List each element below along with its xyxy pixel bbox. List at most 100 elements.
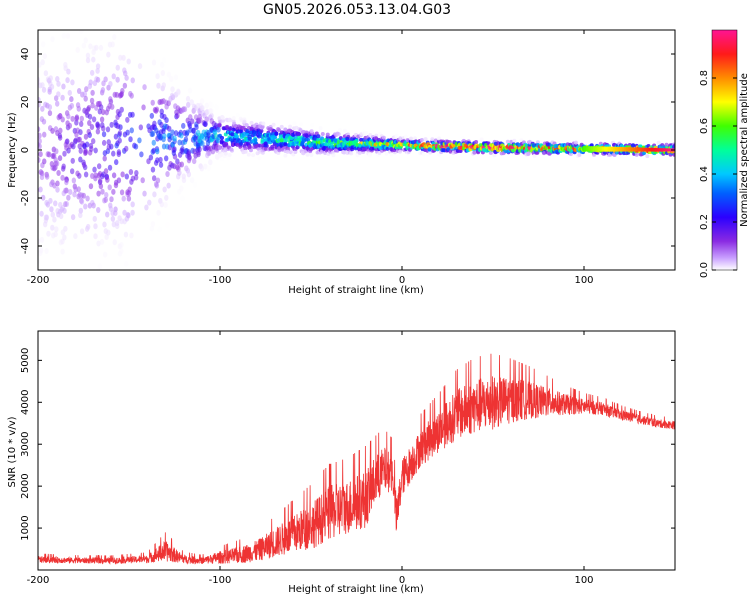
spectral-point — [60, 174, 65, 181]
spectral-point — [271, 122, 276, 127]
figure-title: GN05.2026.053.13.04.G03 — [263, 2, 451, 18]
spectral-point — [84, 141, 90, 148]
spectral-point — [284, 138, 289, 143]
spectral-point — [123, 145, 129, 152]
spectral-point — [96, 240, 101, 247]
spectral-point — [89, 97, 95, 104]
spectral-point — [62, 207, 67, 214]
spectral-point — [60, 248, 65, 255]
spectral-point — [84, 225, 90, 232]
spectral-point — [119, 248, 124, 255]
spectral-point — [235, 142, 240, 147]
spectral-point — [209, 112, 214, 119]
spectral-point — [342, 150, 347, 155]
spectral-point — [83, 95, 88, 102]
spectral-point — [300, 159, 305, 164]
spectral-point — [76, 105, 81, 112]
spectral-point — [96, 207, 101, 214]
spectral-point — [204, 116, 209, 123]
colorbar-tick-label: 0.6 — [699, 118, 710, 134]
spectral-point — [214, 104, 219, 111]
spectral-point — [108, 81, 113, 88]
spectral-point — [92, 215, 97, 222]
spectral-point — [242, 119, 247, 124]
snr-series-line — [38, 353, 675, 565]
spectral-point — [109, 121, 114, 128]
spectral-point — [110, 215, 116, 222]
spectral-point — [258, 143, 263, 148]
spectrogram-x-ticks: -200 -100 0 100 — [27, 30, 594, 286]
spectral-point — [72, 191, 77, 198]
spectral-point — [204, 102, 210, 109]
spectral-point — [161, 57, 167, 64]
spectral-point — [78, 156, 83, 163]
spectral-point — [113, 182, 119, 189]
spectral-point — [123, 231, 129, 238]
spectral-point — [276, 127, 281, 132]
spectral-point — [137, 137, 142, 144]
spectral-point — [337, 127, 342, 132]
spectral-point — [631, 143, 636, 148]
spectral-point — [41, 86, 47, 93]
spectral-point — [161, 128, 166, 135]
spectral-point — [263, 141, 268, 146]
spectral-point — [110, 103, 115, 110]
x-tick-label: -200 — [27, 575, 50, 586]
spectral-point — [81, 42, 87, 49]
spectral-point — [309, 142, 314, 147]
x-tick-label: -100 — [209, 575, 232, 586]
spectral-point — [66, 68, 71, 75]
spectral-point — [163, 201, 168, 208]
spectral-point — [403, 134, 408, 139]
spectral-point — [112, 239, 117, 246]
spectral-point — [83, 203, 88, 210]
spectral-point — [166, 182, 171, 189]
spectral-point — [77, 136, 82, 143]
spectral-point — [40, 194, 46, 201]
snr-y-ticks: 1000 2000 3000 4000 5000 — [20, 348, 675, 541]
spectral-point — [331, 153, 336, 158]
spectral-point — [163, 155, 169, 162]
spectral-point — [219, 157, 224, 162]
spectral-point — [163, 123, 168, 130]
spectral-point — [186, 101, 191, 108]
spectral-point — [83, 133, 89, 140]
spectral-point — [98, 44, 104, 51]
spectral-point — [161, 82, 166, 89]
spectral-point — [228, 118, 233, 123]
spectral-point — [63, 61, 68, 68]
spectral-point — [83, 149, 88, 156]
spectral-point — [505, 139, 510, 144]
spectral-point — [182, 106, 188, 113]
spectral-point — [208, 159, 213, 166]
spectral-point — [246, 152, 251, 157]
spectral-point — [263, 146, 268, 151]
spectral-point — [248, 148, 253, 153]
spectral-point — [66, 113, 71, 120]
spectral-point — [79, 30, 84, 35]
spectral-point — [87, 113, 93, 120]
spectral-point — [196, 151, 201, 158]
spectral-point — [526, 152, 531, 157]
spectral-point — [421, 152, 426, 157]
spectral-point — [283, 153, 288, 158]
spectral-point — [113, 210, 118, 217]
spectral-point — [531, 143, 536, 148]
spectral-point — [109, 143, 114, 150]
spectral-point — [71, 177, 77, 184]
spectral-point — [156, 209, 161, 216]
spectral-point — [225, 124, 230, 129]
spectral-point — [53, 200, 58, 207]
spectral-point — [70, 157, 75, 164]
spectral-point — [227, 153, 232, 158]
spectral-point — [249, 126, 254, 131]
spectral-point — [98, 104, 104, 111]
spectral-point — [349, 151, 354, 156]
spectral-point — [251, 153, 256, 158]
spectral-point — [60, 94, 65, 101]
spectral-point — [67, 122, 73, 129]
spectral-point — [47, 104, 53, 111]
spectral-point — [179, 161, 185, 168]
spectral-point — [102, 251, 108, 258]
spectral-point — [215, 137, 221, 144]
